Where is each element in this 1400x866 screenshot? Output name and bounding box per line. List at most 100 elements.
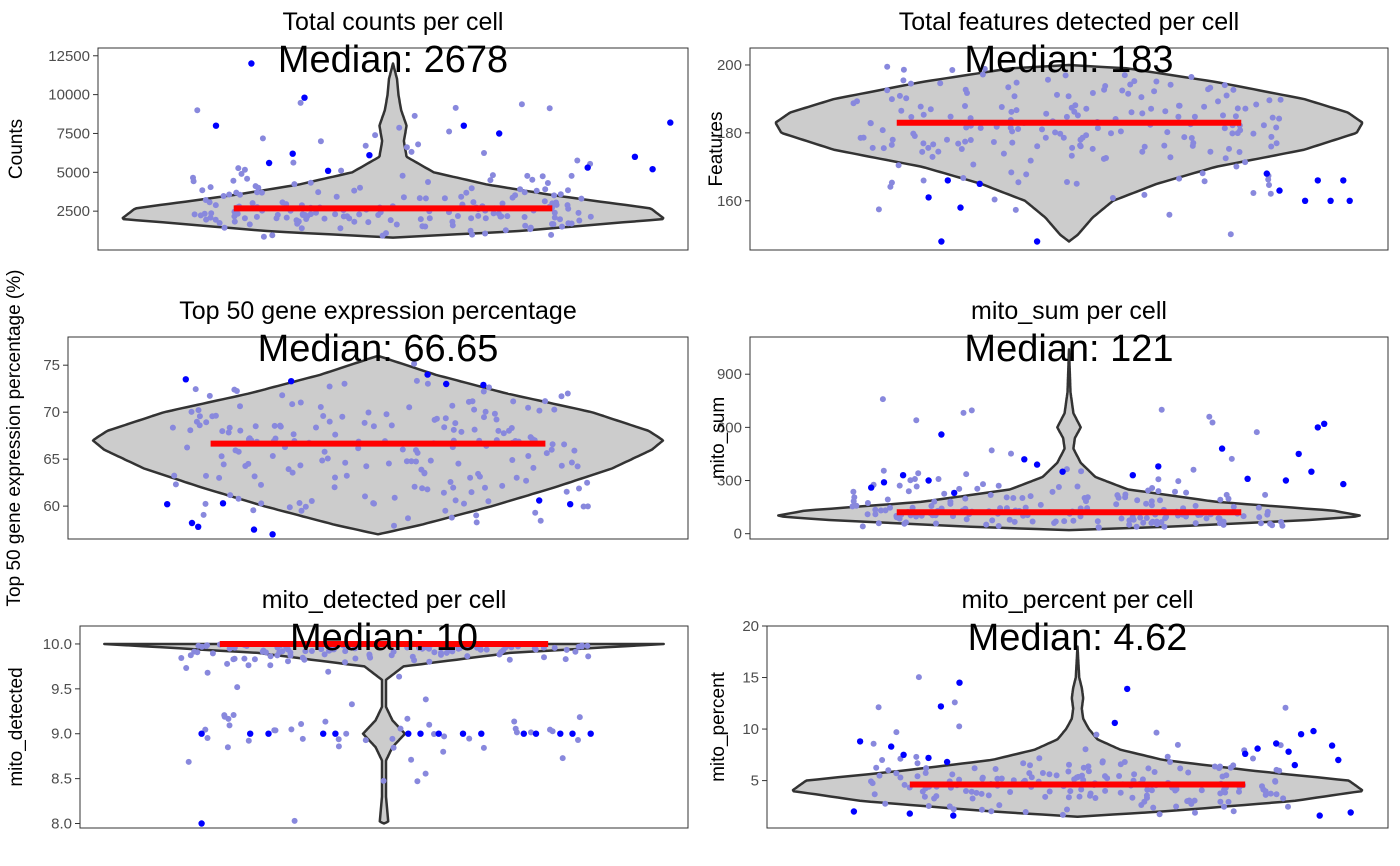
outlier-point <box>1340 177 1347 184</box>
inlier-point <box>1117 789 1124 796</box>
inlier-point <box>992 766 999 772</box>
inlier-point <box>1020 760 1027 767</box>
median-annotation: Median: 2678 <box>278 39 508 81</box>
inlier-point <box>332 431 339 438</box>
inlier-point <box>1012 206 1019 213</box>
inlier-point <box>1190 140 1197 146</box>
inlier-point <box>285 658 291 665</box>
inlier-point <box>1053 772 1060 779</box>
inlier-point <box>489 172 496 179</box>
inlier-point <box>1259 783 1265 790</box>
inlier-point <box>184 444 191 451</box>
inlier-point <box>1015 179 1022 186</box>
inlier-point <box>875 206 882 213</box>
outlier-point <box>250 526 258 533</box>
outlier-point <box>1111 719 1119 727</box>
y-axis-label: Counts <box>6 119 27 179</box>
inlier-point <box>1074 483 1081 490</box>
inlier-point <box>884 87 891 94</box>
inlier-point <box>190 174 196 181</box>
inlier-point <box>962 495 969 502</box>
inlier-point <box>362 142 369 149</box>
inlier-point <box>235 495 242 502</box>
inlier-point <box>221 713 228 720</box>
inlier-point <box>927 106 934 113</box>
y-tick-label: 300 <box>717 473 742 490</box>
chart-title: mito_detected per cell <box>262 586 507 614</box>
inlier-point <box>1219 773 1226 780</box>
inlier-point <box>391 522 397 529</box>
violin-panel-3: 60 65 70 75 Top 50 gene expression percentag… <box>4 270 689 606</box>
inlier-point <box>397 725 404 732</box>
inlier-point <box>408 756 415 763</box>
y-tick-label: 12500 <box>48 48 90 65</box>
inlier-point <box>241 215 248 222</box>
inlier-point <box>867 120 874 126</box>
inlier-point <box>930 141 937 148</box>
inlier-point <box>1267 520 1274 527</box>
inlier-point <box>372 132 379 139</box>
inlier-point <box>1113 501 1120 508</box>
inlier-point <box>1145 487 1152 494</box>
inlier-point <box>365 409 372 416</box>
inlier-point <box>893 729 900 736</box>
inlier-point <box>1151 769 1158 775</box>
inlier-point <box>1205 86 1212 93</box>
outlier-point <box>1155 463 1162 470</box>
inlier-point <box>530 464 537 471</box>
outlier-point <box>1285 748 1292 755</box>
inlier-point <box>302 503 309 510</box>
inlier-point <box>575 737 581 743</box>
outlier-point <box>478 730 485 737</box>
chart-title: Total counts per cell <box>283 8 504 36</box>
inlier-point <box>245 662 252 669</box>
inlier-point <box>171 472 178 479</box>
inlier-point <box>370 423 377 430</box>
inlier-point <box>1061 518 1068 525</box>
inlier-point <box>321 215 328 222</box>
inlier-point <box>452 497 459 504</box>
outlier-point <box>435 730 442 737</box>
inlier-point <box>1155 476 1162 483</box>
inlier-point <box>483 646 490 653</box>
inlier-point <box>979 775 986 782</box>
inlier-point <box>564 390 571 397</box>
inlier-point <box>1216 765 1223 772</box>
inlier-point <box>551 406 558 413</box>
inlier-point <box>850 488 857 495</box>
inlier-point <box>1253 429 1260 436</box>
outlier-point <box>906 810 913 817</box>
inlier-point <box>249 200 256 207</box>
outlier-point <box>1244 475 1251 482</box>
inlier-point <box>563 646 570 653</box>
inlier-point <box>914 773 921 780</box>
y-tick-label: 15 <box>742 670 759 687</box>
inlier-point <box>321 651 328 658</box>
inlier-point <box>1081 495 1088 501</box>
inlier-point <box>517 186 524 193</box>
outlier-point <box>195 523 202 530</box>
chart-title: Top 50 gene expression percentage <box>179 297 577 325</box>
inlier-point <box>1153 729 1160 736</box>
inlier-point <box>422 696 429 703</box>
inlier-point <box>383 411 390 418</box>
inlier-point <box>1007 789 1014 795</box>
inlier-point <box>1046 771 1053 778</box>
outlier-point <box>1124 685 1131 693</box>
outlier-point <box>1335 756 1342 764</box>
median-annotation: Median: 183 <box>964 39 1173 81</box>
inlier-point <box>1127 81 1134 88</box>
inlier-point <box>1151 88 1158 95</box>
inlier-point <box>1173 803 1180 810</box>
inlier-point <box>1150 804 1157 811</box>
inlier-point <box>1069 144 1076 151</box>
inlier-point <box>356 211 363 218</box>
outlier-point <box>1218 445 1226 452</box>
inlier-point <box>898 107 905 114</box>
inlier-point <box>872 511 879 518</box>
inlier-point <box>564 202 571 209</box>
inlier-point <box>901 781 908 788</box>
y-tick-label: 160 <box>717 193 742 210</box>
inlier-point <box>298 721 305 727</box>
chart-title: Total features detected per cell <box>899 8 1239 36</box>
